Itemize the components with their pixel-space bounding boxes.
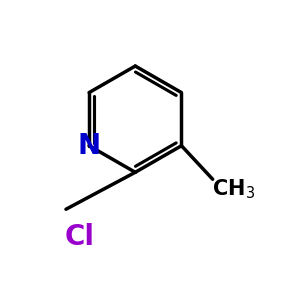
Text: Cl: Cl bbox=[65, 223, 95, 251]
Text: N: N bbox=[77, 132, 101, 160]
Text: CH$_3$: CH$_3$ bbox=[212, 178, 255, 201]
